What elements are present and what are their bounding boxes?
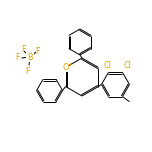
Text: F: F — [21, 45, 25, 55]
Text: Cl: Cl — [104, 61, 111, 70]
Text: Cl: Cl — [123, 61, 131, 70]
Text: F: F — [35, 47, 39, 55]
Text: +: + — [67, 62, 73, 67]
Text: -: - — [32, 51, 35, 57]
Text: O: O — [62, 63, 69, 72]
Text: F: F — [15, 54, 19, 62]
Text: B: B — [27, 52, 33, 62]
Text: F: F — [26, 67, 30, 76]
